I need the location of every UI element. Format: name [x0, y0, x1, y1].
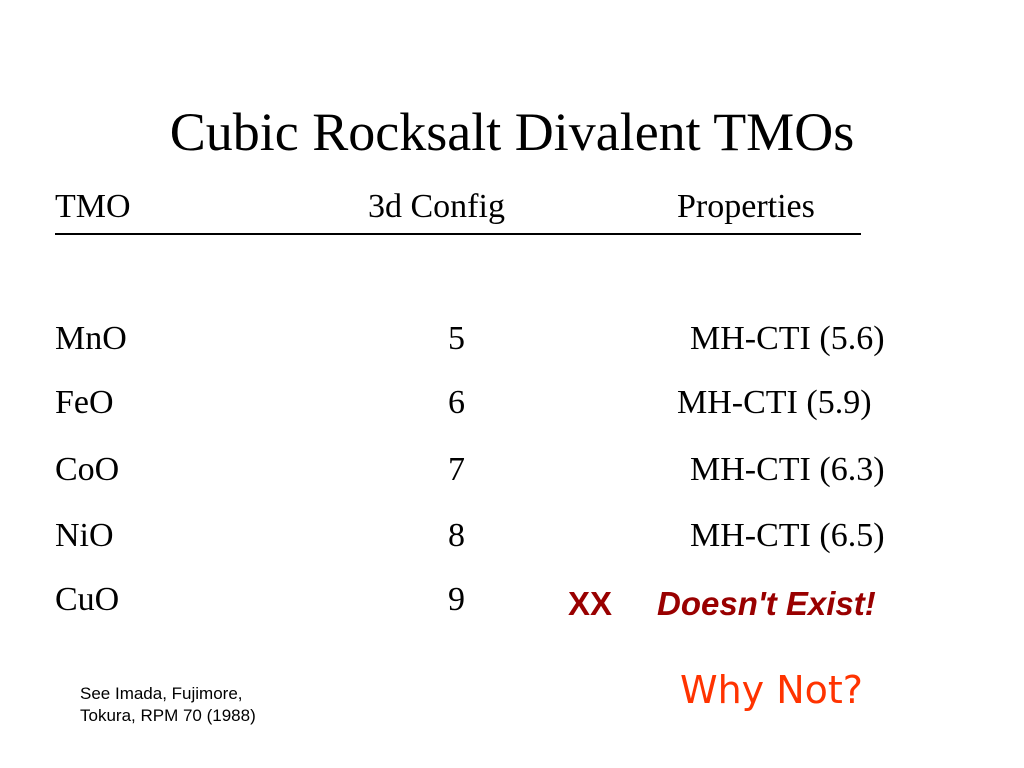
row-tmo-coo: CoO	[55, 451, 120, 488]
citation-line-2: Tokura, RPM 70 (1988)	[80, 706, 256, 725]
citation-line-1: See Imada, Fujimore,	[80, 684, 243, 703]
citation: See Imada, Fujimore, Tokura, RPM 70 (198…	[80, 683, 256, 727]
header-properties: Properties	[677, 188, 815, 225]
doesnt-exist-note: Doesn't Exist!	[657, 585, 876, 622]
header-tmo: TMO	[55, 188, 131, 225]
row-tmo-cuo: CuO	[55, 581, 120, 618]
row-config-cuo: 9	[448, 581, 465, 618]
row-properties-mno: MH-CTI (5.6)	[690, 320, 885, 357]
row-config-nio: 8	[448, 517, 465, 554]
row-tmo-feo: FeO	[55, 384, 114, 421]
row-tmo-nio: NiO	[55, 517, 114, 554]
why-not-question: Why Not?	[680, 668, 863, 712]
row-properties-nio: MH-CTI (6.5)	[690, 517, 885, 554]
table-header: TMO 3d Config Properties	[55, 183, 861, 235]
row-config-feo: 6	[448, 384, 465, 421]
row-config-mno: 5	[448, 320, 465, 357]
row-config-coo: 7	[448, 451, 465, 488]
row-tmo-mno: MnO	[55, 320, 127, 357]
header-3d-config: 3d Config	[368, 188, 505, 225]
xx-mark: XX	[568, 585, 613, 622]
row-properties-feo: MH-CTI (5.9)	[677, 384, 872, 421]
slide-title: Cubic Rocksalt Divalent TMOs	[169, 102, 855, 162]
row-properties-coo: MH-CTI (6.3)	[690, 451, 885, 488]
